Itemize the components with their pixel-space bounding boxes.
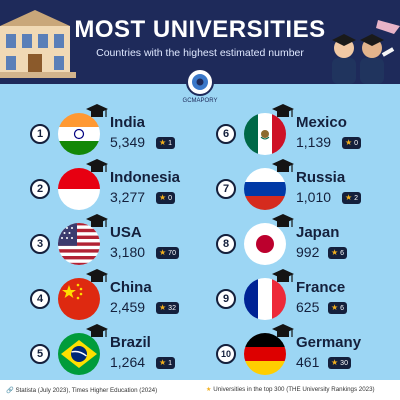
footer: 🔗 Statista (July 2023), Times Higher Edu…: [0, 380, 400, 400]
japan-flag-icon: [243, 214, 294, 266]
country-name: Russia: [296, 169, 346, 186]
star-icon: ★: [331, 248, 339, 257]
top-300-badge: ★ 32: [156, 302, 179, 314]
brazil-flag-icon: [57, 324, 108, 376]
russia-flag-icon: [243, 159, 294, 211]
star-icon: ★: [159, 303, 167, 312]
university-count: 1,139: [296, 134, 332, 150]
top-300-badge: ★ 0: [342, 137, 362, 149]
star-icon: ★: [159, 138, 167, 147]
star-icon: ★: [159, 193, 167, 202]
list-item-mexico: 6 Mexico 1,139 ★ 0: [216, 104, 386, 162]
rank-number: 6: [216, 124, 236, 144]
china-flag-icon: [57, 269, 108, 321]
university-count: 992: [296, 244, 320, 260]
star-icon: ★: [331, 303, 339, 312]
country-name: USA: [110, 224, 142, 241]
france-flag-icon: [243, 269, 294, 321]
list-item-germany: 10 Germany 461 ★ 30: [216, 324, 386, 382]
university-count: 3,180: [110, 244, 146, 260]
rank-number: 8: [216, 234, 236, 254]
university-count: 5,349: [110, 134, 146, 150]
graduation-cap-icon: [86, 159, 108, 172]
star-icon: ★: [206, 386, 212, 393]
star-icon: ★: [345, 138, 353, 147]
country-name: Japan: [296, 224, 340, 241]
graduates-illustration: [332, 20, 400, 84]
header-banner: MOST UNIVERSITIES Countries with the hig…: [0, 0, 400, 84]
top-300-badge: ★ 6: [328, 247, 348, 259]
country-name: France: [296, 279, 346, 296]
university-count: 3,277: [110, 189, 146, 205]
usa-flag-icon: [57, 214, 108, 266]
rank-number: 1: [30, 124, 50, 144]
rank-number: 3: [30, 234, 50, 254]
top-300-badge: ★ 0: [156, 192, 176, 204]
india-flag-icon: [57, 104, 108, 156]
star-icon: ★: [331, 358, 339, 367]
list-item-france: 9 France 625 ★ 6: [216, 269, 386, 327]
brand-logo-icon: [186, 68, 214, 96]
university-count: 2,459: [110, 299, 146, 315]
star-icon: ★: [345, 193, 353, 202]
star-icon: ★: [159, 358, 167, 367]
university-count: 1,010: [296, 189, 332, 205]
graduation-cap-icon: [272, 269, 294, 282]
graduation-cap-icon: [86, 324, 108, 337]
university-building-icon: [0, 10, 76, 78]
rank-number: 7: [216, 179, 236, 199]
top-300-badge: ★ 70: [156, 247, 179, 259]
top-300-badge: ★ 30: [328, 357, 351, 369]
list-item-brazil: 5 Brazil 1,264 ★ 1: [30, 324, 200, 382]
list-item-japan: 8 Japan 992 ★ 6: [216, 214, 386, 272]
rank-number: 4: [30, 289, 50, 309]
legend-note: ★ Universities in the top 300 (THE Unive…: [206, 386, 375, 393]
country-name: India: [110, 114, 146, 131]
country-name: Mexico: [296, 114, 347, 131]
star-icon: ★: [159, 248, 167, 257]
indonesia-flag-icon: [57, 159, 108, 211]
germany-flag-icon: [243, 324, 294, 376]
graduation-cap-icon: [86, 214, 108, 227]
rank-number: 2: [30, 179, 50, 199]
page-subtitle: Countries with the highest estimated num…: [96, 47, 304, 59]
graduation-cap-icon: [86, 269, 108, 282]
graduation-cap-icon: [272, 159, 294, 172]
source-note: 🔗 Statista (July 2023), Times Higher Edu…: [6, 387, 158, 394]
country-name: Germany: [296, 334, 362, 351]
top-300-badge: ★ 1: [156, 137, 176, 149]
rank-number: 10: [216, 344, 236, 364]
country-name: Indonesia: [110, 169, 181, 186]
graduation-cap-icon: [272, 324, 294, 337]
graduation-cap-icon: [272, 104, 294, 117]
list-item-indonesia: 2 Indonesia 3,277 ★ 0: [30, 159, 200, 217]
list-item-usa: 3 USA 3,180 ★ 70: [30, 214, 200, 272]
list-item-india: 1 India 5,349 ★ 1: [30, 104, 200, 162]
link-icon: 🔗: [6, 387, 14, 394]
mexico-flag-icon: [243, 104, 294, 156]
top-300-badge: ★ 6: [328, 302, 348, 314]
country-name: Brazil: [110, 334, 151, 351]
top-300-badge: ★ 1: [156, 357, 176, 369]
university-count: 1,264: [110, 354, 146, 370]
graduation-cap-icon: [86, 104, 108, 117]
brand-logo-text: GCMAPORY: [182, 98, 218, 104]
rank-number: 9: [216, 289, 236, 309]
university-count: 625: [296, 299, 320, 315]
rank-number: 5: [30, 344, 50, 364]
top-300-badge: ★ 2: [342, 192, 362, 204]
page-title: MOST UNIVERSITIES: [74, 16, 326, 43]
graduation-cap-icon: [272, 214, 294, 227]
list-item-russia: 7 Russia 1,010 ★ 2: [216, 159, 386, 217]
country-name: China: [110, 279, 152, 296]
list-item-china: 4 China 2,459 ★ 32: [30, 269, 200, 327]
university-count: 461: [296, 354, 320, 370]
